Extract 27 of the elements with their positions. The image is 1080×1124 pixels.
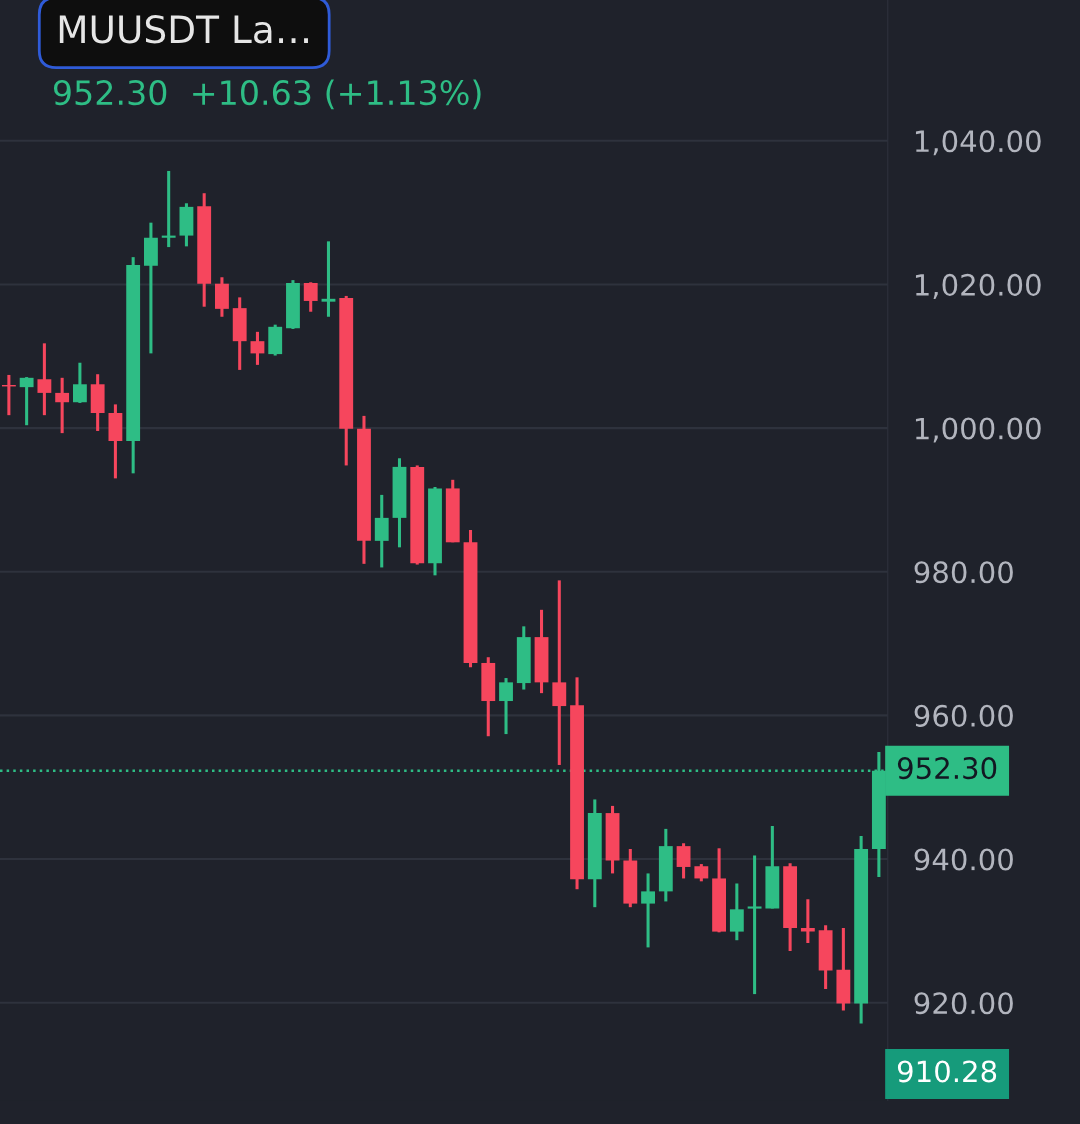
- text: 910.28: [897, 1060, 997, 1083]
- candlestick: [250, 330, 265, 365]
- candlestick: [729, 883, 744, 942]
- candlestick: [72, 362, 87, 403]
- text: 952.30 +10.63 (+1.13%): [53, 79, 481, 110]
- y-tick-label: 980.00: [914, 561, 1013, 584]
- y-tick-label: 1,040.00: [915, 130, 1041, 156]
- candlestick: [552, 580, 567, 765]
- candlestick: [161, 169, 176, 249]
- candlestick: [19, 377, 34, 427]
- candlestick: [747, 855, 762, 996]
- candlestick: [800, 899, 815, 944]
- candlestick: [499, 678, 513, 736]
- chart-title: MUUSDT La…: [59, 15, 308, 44]
- y-tick-label: 960.00: [914, 704, 1013, 727]
- candlestick: [374, 493, 389, 568]
- y-tick-label: 920.00: [914, 992, 1013, 1015]
- ref-line-label: 952.30: [897, 757, 997, 780]
- candlestick: [303, 282, 318, 312]
- y-tick-label: 940.00: [914, 848, 1013, 871]
- candlestick: [676, 843, 691, 879]
- candlestick: [55, 376, 70, 435]
- candlestick: [641, 873, 655, 948]
- y-tick-label: 1,020.00: [915, 273, 1041, 299]
- y-tick-label: 1,000.00: [915, 417, 1041, 443]
- candlestick: [37, 343, 52, 417]
- candlestick: [321, 241, 336, 317]
